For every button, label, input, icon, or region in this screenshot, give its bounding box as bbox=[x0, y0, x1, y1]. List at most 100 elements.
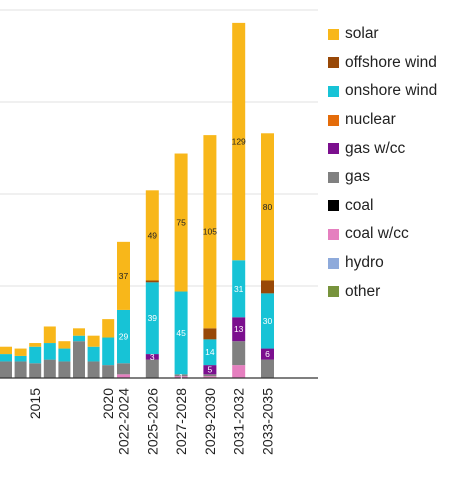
bar-segment-gas bbox=[58, 361, 71, 378]
bar-segment-onshore-wind bbox=[145, 282, 159, 355]
bar-segment-onshore-wind bbox=[117, 309, 130, 364]
legend-item: solar bbox=[328, 20, 437, 49]
x-axis-ticks: 2015 2020 2022-2024 2025-2026 2027-2028 2029-… bbox=[27, 388, 275, 455]
bar-segment-gas bbox=[43, 359, 56, 378]
data-label: 45 bbox=[176, 328, 186, 338]
legend-label: onshore wind bbox=[345, 82, 438, 100]
bar-segment-solar bbox=[261, 133, 274, 281]
x-tick-label: 2020 bbox=[100, 388, 116, 419]
bar-segment-coal-w-cc bbox=[174, 376, 188, 378]
data-label: 14 bbox=[205, 347, 215, 357]
bar-segment-offshore-wind bbox=[261, 280, 274, 294]
bar-segment-solar bbox=[232, 22, 246, 261]
bar-segment-solar bbox=[43, 326, 56, 344]
legend-swatch bbox=[328, 200, 339, 212]
legend-label: nuclear bbox=[345, 111, 396, 129]
bar-segment-gas bbox=[73, 341, 85, 378]
legend-item: offshore wind bbox=[328, 49, 437, 78]
data-label: 49 bbox=[148, 230, 158, 240]
bar-segment-gas bbox=[87, 361, 100, 378]
legend-label: other bbox=[345, 282, 381, 300]
bar-segment-solar bbox=[14, 348, 27, 356]
legend-item: gas bbox=[328, 163, 437, 192]
data-label: 39 bbox=[148, 313, 158, 323]
legend-swatch bbox=[328, 85, 339, 97]
legend-swatch bbox=[328, 228, 339, 240]
legend-swatch bbox=[328, 286, 339, 298]
x-tick-label: 2027-2028 bbox=[173, 388, 189, 455]
x-tick-label: 2025-2026 bbox=[144, 388, 160, 455]
legend-item: other bbox=[328, 277, 437, 306]
bar-segment-onshore-wind bbox=[87, 346, 100, 362]
x-tick-label: 2022-2024 bbox=[116, 388, 132, 455]
bar-segment-onshore-wind bbox=[29, 346, 42, 364]
legend-item: onshore wind bbox=[328, 77, 437, 106]
bar-segment-gas-w-cc bbox=[145, 354, 159, 360]
bar-segment-gas bbox=[0, 361, 12, 378]
legend-swatch bbox=[328, 57, 339, 69]
bar-segment-gas bbox=[232, 341, 246, 366]
bar-segment-solar bbox=[73, 328, 85, 336]
bar-segment-onshore-wind bbox=[174, 291, 188, 375]
legend-label: hydro bbox=[345, 254, 384, 272]
x-tick-label: 2029-2030 bbox=[202, 388, 218, 455]
bar-segment-onshore-wind bbox=[58, 348, 71, 362]
data-label: 37 bbox=[119, 271, 129, 281]
legend-swatch bbox=[328, 143, 339, 155]
bar-segment-solar bbox=[29, 343, 42, 347]
bar-segment-gas-w-cc bbox=[261, 348, 274, 360]
data-label: 31 bbox=[234, 284, 244, 294]
data-label: 29 bbox=[119, 332, 129, 342]
bar-segment-onshore-wind bbox=[73, 335, 85, 342]
x-tick-label: 2033-2035 bbox=[260, 388, 276, 455]
x-tick-label: 2031-2032 bbox=[231, 388, 247, 455]
data-label: 1 bbox=[179, 372, 184, 382]
data-label: 80 bbox=[263, 202, 273, 212]
legend-label: offshore wind bbox=[345, 53, 437, 71]
bar-segment-onshore-wind bbox=[261, 293, 274, 349]
data-label: 3 bbox=[150, 352, 155, 362]
legend-label: coal bbox=[345, 196, 374, 214]
bar-segment-onshore-wind bbox=[232, 260, 246, 318]
legend-label: gas bbox=[345, 168, 370, 186]
data-label: 129 bbox=[232, 137, 246, 147]
bar-segment-coal-w-cc bbox=[117, 374, 130, 378]
bar-segment-gas bbox=[102, 365, 115, 378]
bar-segment-gas bbox=[14, 361, 27, 378]
bar-segment-coal-w-cc bbox=[203, 376, 217, 378]
bar-segment-onshore-wind bbox=[102, 337, 115, 366]
x-tick-label: 2015 bbox=[27, 388, 43, 419]
data-label: 13 bbox=[234, 324, 244, 334]
data-label: 105 bbox=[203, 227, 217, 237]
bar-segment-offshore-wind bbox=[145, 280, 159, 283]
legend-item: gas w/cc bbox=[328, 134, 437, 163]
legend-item: coal w/cc bbox=[328, 220, 437, 249]
legend-item: hydro bbox=[328, 249, 437, 278]
bar-segment-solar bbox=[145, 190, 159, 281]
legend-swatch bbox=[328, 171, 339, 183]
bar-segment-gas bbox=[145, 359, 159, 378]
bar-segment-gas-w-cc bbox=[232, 317, 246, 342]
legend-label: coal w/cc bbox=[345, 225, 409, 243]
bar-segment-solar bbox=[102, 319, 115, 338]
bars bbox=[0, 22, 274, 378]
data-label: 6 bbox=[265, 349, 270, 359]
bar-segment-gas bbox=[117, 363, 130, 375]
bar-segment-solar bbox=[174, 153, 188, 292]
bar-segment-gas bbox=[261, 359, 274, 378]
bar-segment-gas bbox=[174, 374, 188, 377]
bar-segment-gas-w-cc bbox=[203, 365, 217, 375]
legend-label: solar bbox=[345, 25, 379, 43]
legend-swatch bbox=[328, 28, 339, 40]
bar-segment-onshore-wind bbox=[0, 354, 12, 362]
legend-swatch bbox=[328, 114, 339, 126]
data-label: 5 bbox=[208, 365, 213, 375]
bar-segment-coal-w-cc bbox=[232, 365, 246, 378]
data-label: 30 bbox=[263, 316, 273, 326]
legend-swatch bbox=[328, 257, 339, 269]
legend: solar offshore wind onshore wind nuclear gas… bbox=[328, 20, 437, 306]
bar-segment-onshore-wind bbox=[14, 355, 27, 362]
bar-segment-offshore-wind bbox=[203, 328, 217, 340]
